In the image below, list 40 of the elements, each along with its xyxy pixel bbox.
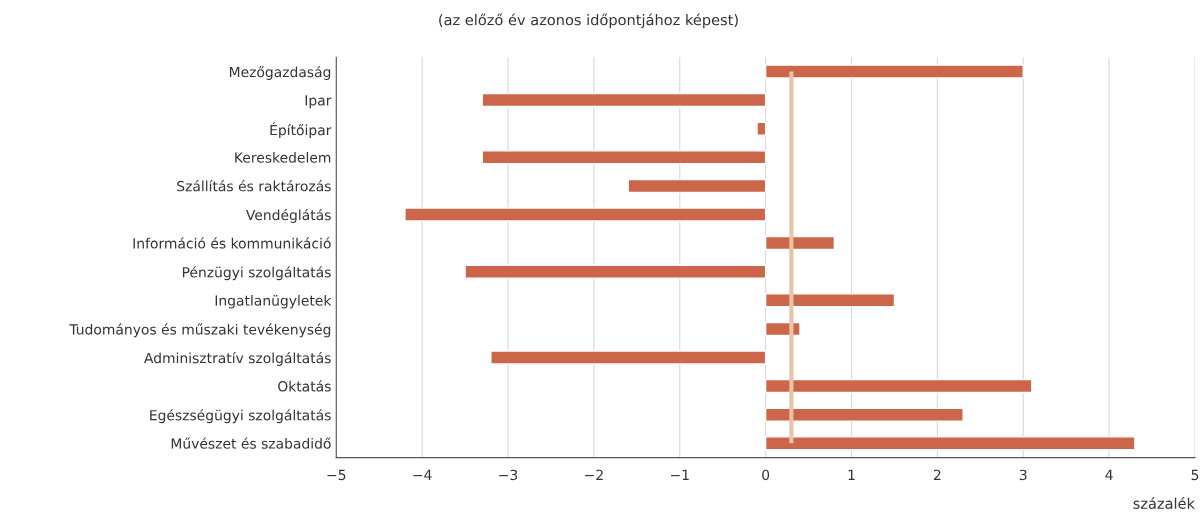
- bar: [756, 121, 767, 136]
- x-axis-title: százalék: [1133, 497, 1195, 509]
- bar: [764, 293, 896, 308]
- y-tick-label: Művészet és szabadidő: [171, 437, 331, 449]
- y-tick-label: Egészségügyi szolgáltatás: [150, 409, 331, 424]
- y-tick-label: Ingatlanügyletek: [215, 295, 332, 309]
- bar: [764, 378, 1033, 394]
- bar: [764, 436, 1136, 451]
- bar: [627, 178, 767, 194]
- bar: [481, 150, 767, 165]
- y-tick-label: Kereskedelem: [235, 152, 331, 163]
- x-tick-label: −4: [413, 469, 432, 480]
- y-tick-label: Tudományos és műszaki tevékenység: [69, 323, 331, 338]
- bar: [764, 64, 1024, 79]
- bar: [464, 264, 767, 279]
- y-tick-label: Információ és kommunikáció: [133, 237, 331, 249]
- x-tick-label: 5: [1191, 469, 1199, 481]
- x-tick-label: 3: [1019, 469, 1027, 481]
- y-tick-label: Pénzügyi szolgáltatás: [182, 266, 331, 281]
- bar: [481, 92, 767, 108]
- y-tick-label: Oktatás: [278, 380, 331, 392]
- y-tick-label: Adminisztratív szolgáltatás: [144, 351, 331, 366]
- y-tick-label: Vendéglátás: [246, 208, 331, 223]
- x-tick-label: −3: [499, 469, 518, 481]
- x-tick-label: 1: [848, 469, 855, 480]
- x-tick-label: 2: [933, 469, 941, 480]
- y-tick-label: Szállítás és raktározás: [177, 180, 331, 192]
- y-tick-label: Építőipar: [270, 122, 332, 139]
- y-tick-label: Mezőgazdaság: [229, 65, 331, 80]
- chart-title: (az előző év azonos időpontjához képest): [439, 13, 738, 29]
- x-tick-label: −2: [585, 469, 603, 480]
- x-tick-label: −5: [327, 469, 346, 481]
- y-tick-label: Ipar: [305, 95, 332, 109]
- bar: [764, 235, 836, 251]
- bar: [404, 207, 767, 222]
- bar: [490, 350, 767, 365]
- x-tick-label: 0: [762, 469, 770, 481]
- bar: [764, 407, 964, 422]
- x-tick-label: 4: [1105, 469, 1113, 480]
- x-tick-label: −1: [671, 469, 689, 480]
